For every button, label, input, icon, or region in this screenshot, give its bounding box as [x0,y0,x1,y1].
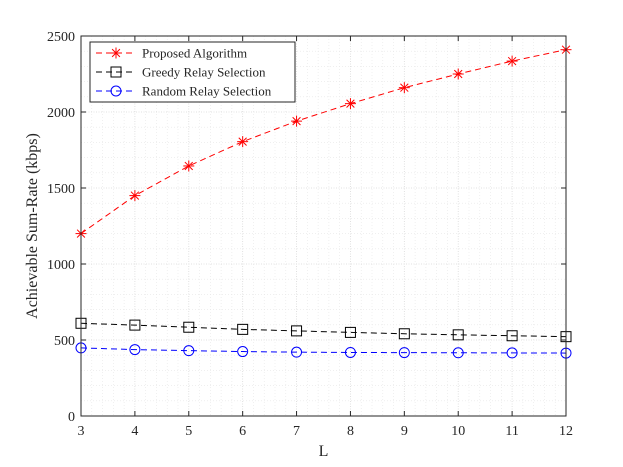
x-tick-label: 12 [559,424,573,439]
data-point [129,319,141,331]
x-tick-label: 7 [293,424,300,439]
tick-labels: 3 4 5 6 7 8 9 10 11 12 0 500 1000 1500 2000 2500 [47,30,573,439]
legend-marker [110,66,122,78]
x-tick-label: 8 [347,424,354,439]
x-tick-label: 6 [239,424,246,439]
x-tick-label: 3 [78,424,85,439]
data-point [452,68,464,80]
data-point [183,160,195,172]
legend: Proposed Algorithm Greedy Relay Selection… [89,41,296,103]
y-tick-label: 500 [54,334,75,349]
data-point [452,347,464,359]
data-point [506,330,518,342]
x-tick-label: 11 [505,424,518,439]
data-point [183,345,195,357]
axes-box [80,35,567,417]
x-tick-label: 5 [185,424,192,439]
legend-item: Proposed Algorithm [96,46,247,61]
x-tick-label: 4 [131,424,138,439]
legend-marker [110,47,122,59]
data-point [506,347,518,359]
data-point [129,190,141,202]
data-point [129,344,141,356]
data-point [344,326,356,338]
legend-label: Greedy Relay Selection [142,65,266,80]
legend-item: Random Relay Selection [96,84,272,99]
y-tick-label: 1500 [47,182,75,197]
data-point [291,325,303,337]
data-point [506,55,518,67]
data-point [237,136,249,148]
data-point [237,346,249,358]
legend-box [89,41,296,103]
data-point [398,347,410,359]
data-point [344,346,356,358]
data-point [291,346,303,358]
legend-marker [110,85,122,97]
y-tick-label: 2000 [47,106,75,121]
series-line [80,347,567,354]
data-point [237,323,249,335]
legend-label: Random Relay Selection [142,84,272,99]
y-tick-label: 2500 [47,30,75,45]
series-line [80,49,567,235]
data-point [398,328,410,340]
series-line [80,322,567,338]
y-axis-label: Achievable Sum-Rate (kbps) [24,133,41,319]
data-point [452,329,464,341]
x-tick-label: 9 [401,424,408,439]
y-tick-label: 0 [68,410,75,425]
legend-item: Greedy Relay Selection [96,65,266,80]
x-tick-label: 10 [451,424,465,439]
x-axis-label: L [319,443,329,460]
ticks [80,35,567,417]
data-point [398,82,410,94]
data-point [183,321,195,333]
legend-label: Proposed Algorithm [142,46,247,61]
data-point [291,115,303,127]
data-point [344,98,356,110]
y-tick-label: 1000 [47,258,75,273]
